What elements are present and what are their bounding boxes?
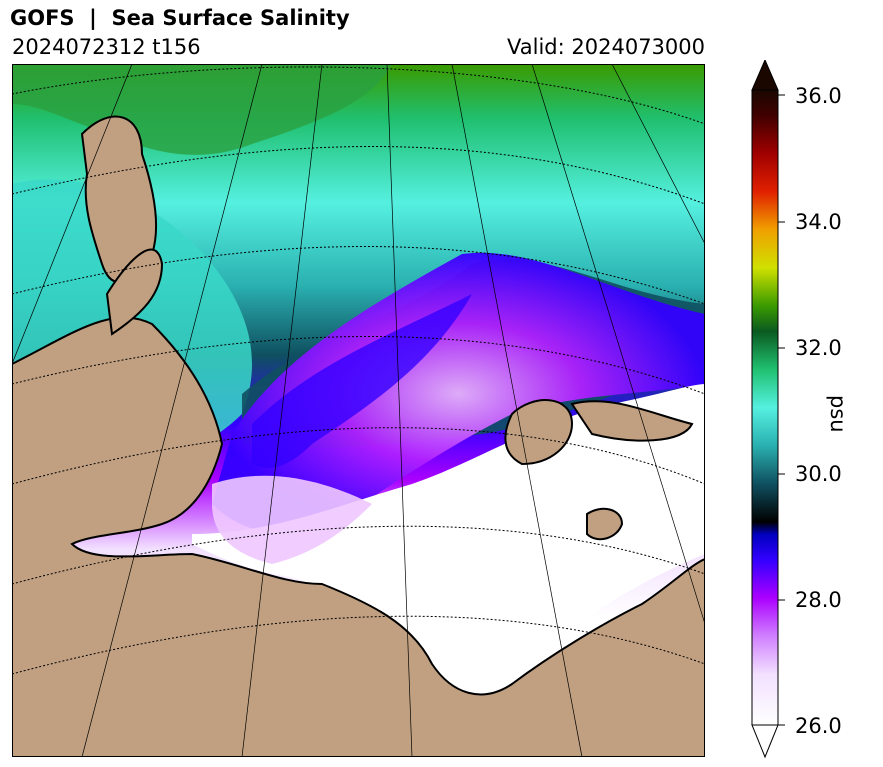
svalbard-island — [105, 248, 164, 336]
low-salinity-plume — [212, 252, 705, 535]
colorbar-tick-label: 32.0 — [795, 336, 842, 360]
colorbar-max-extend — [751, 60, 779, 91]
colorbar-unit-label: psu — [826, 395, 850, 433]
meridians — [12, 64, 705, 757]
new-siberian-island — [586, 507, 624, 541]
severnaya-zemlya-island — [570, 400, 694, 442]
map-frame — [12, 64, 705, 757]
figure-title: GOFS | Sea Surface Salinity — [10, 6, 350, 30]
colorbar-min-extend — [751, 724, 779, 759]
run-label: 2024072312 t156 — [12, 35, 201, 59]
colorbar-tick-label: 30.0 — [795, 462, 842, 486]
valid-time-label: Valid: 2024073000 — [507, 35, 705, 59]
salinity-colorbar — [751, 60, 785, 759]
ice-area — [192, 384, 705, 676]
colorbar-gradient — [751, 89, 779, 726]
severnaya-zemlya-land — [504, 399, 574, 466]
fresh-water-fringe — [212, 475, 372, 564]
scandinavia-russia-land — [12, 316, 705, 757]
colorbar-tick-label: 34.0 — [795, 210, 842, 234]
colorbar-tick-label: 36.0 — [795, 84, 842, 108]
graticule — [12, 66, 705, 675]
salinity-map — [12, 64, 705, 757]
colorbar-tick-label: 26.0 — [795, 714, 842, 738]
colorbar-tick-label: 28.0 — [795, 588, 842, 612]
